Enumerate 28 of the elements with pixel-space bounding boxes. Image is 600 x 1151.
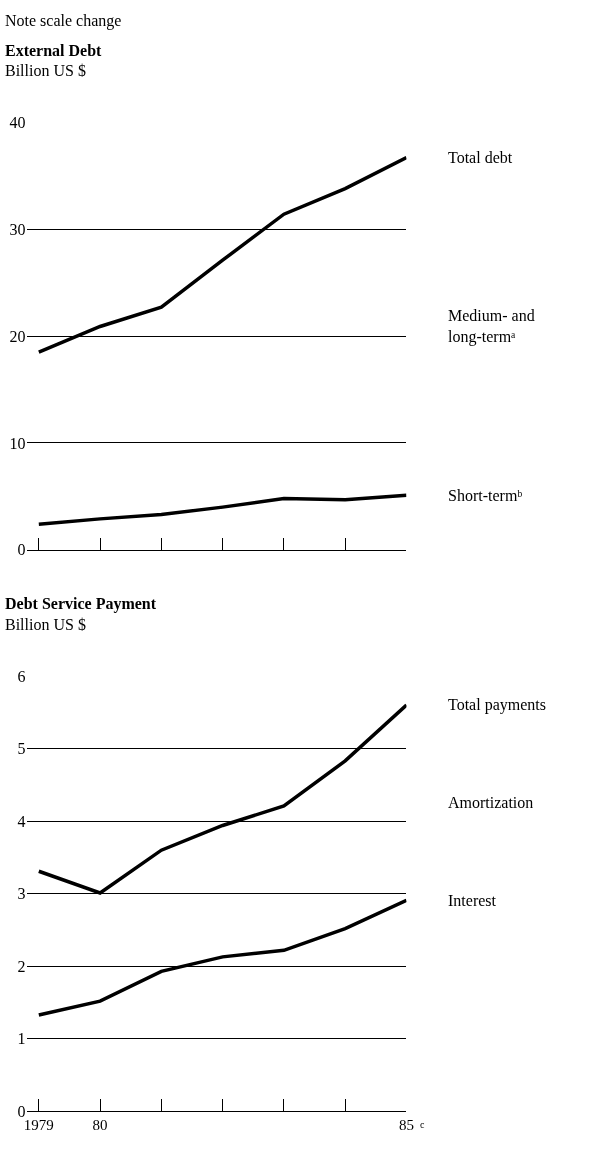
y-tick-label: 2 [17, 957, 26, 975]
text: Total payments [448, 696, 546, 714]
chart-subtitle: Billion US $ [5, 616, 86, 633]
y-tick-label: 3 [17, 885, 26, 903]
x-tick-label: 80 [92, 1117, 108, 1134]
y-tick-label: 0 [17, 541, 26, 559]
text: Interest [448, 892, 497, 909]
y-tick-label: 40 [9, 113, 26, 131]
y-tick-label: 30 [9, 220, 26, 238]
chart-title: Debt Service Payment [5, 595, 157, 613]
y-tick-label: 20 [9, 327, 26, 345]
text: Medium- and long-termᵃ [448, 307, 535, 346]
chart-subtitle: Billion US $ [5, 62, 86, 79]
y-tick-label: 1 [17, 1030, 26, 1048]
y-tick-label: 10 [9, 434, 26, 452]
text: Amortization [448, 794, 534, 811]
line-series [37, 493, 407, 526]
x-tick-label: 85 [398, 1117, 414, 1134]
y-tick-label: 5 [17, 740, 26, 758]
y-tick-label: 4 [17, 812, 26, 830]
text: Total debt [448, 149, 513, 166]
y-tick-label: 6 [17, 667, 26, 685]
text: c [420, 1119, 425, 1130]
text: Note scale change [5, 12, 122, 30]
chart-title: External Debt [5, 42, 103, 59]
x-tick-label: 1979 [23, 1117, 54, 1134]
text: Short-termᵇ [448, 487, 523, 504]
y-tick-label: 0 [17, 1103, 26, 1121]
